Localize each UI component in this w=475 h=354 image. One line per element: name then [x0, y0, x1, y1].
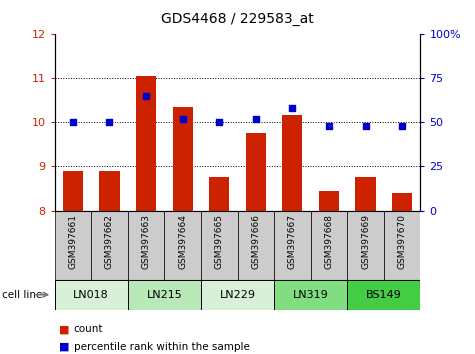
Point — [362, 123, 370, 129]
Point — [142, 93, 150, 98]
Text: GSM397670: GSM397670 — [398, 214, 407, 269]
Bar — [63, 171, 83, 211]
Bar — [128, 211, 164, 280]
Text: GDS4468 / 229583_at: GDS4468 / 229583_at — [161, 12, 314, 27]
Bar — [128, 280, 201, 310]
Text: LN018: LN018 — [73, 290, 109, 300]
Text: GSM397666: GSM397666 — [251, 214, 260, 269]
Text: GSM397667: GSM397667 — [288, 214, 297, 269]
Text: GSM397661: GSM397661 — [68, 214, 77, 269]
Bar — [347, 211, 384, 280]
Bar — [201, 211, 238, 280]
Bar — [172, 107, 193, 211]
Text: GSM397669: GSM397669 — [361, 214, 370, 269]
Point — [325, 123, 332, 129]
Point — [216, 119, 223, 125]
Text: cell line: cell line — [2, 290, 43, 300]
Bar — [347, 280, 420, 310]
Bar — [392, 193, 412, 211]
Text: BS149: BS149 — [366, 290, 402, 300]
Bar — [311, 211, 347, 280]
Text: GSM397668: GSM397668 — [324, 214, 333, 269]
Text: percentile rank within the sample: percentile rank within the sample — [74, 342, 249, 352]
Bar — [136, 76, 156, 211]
Point — [69, 119, 77, 125]
Bar — [384, 211, 420, 280]
Bar — [238, 211, 274, 280]
Point — [105, 119, 113, 125]
Point — [252, 116, 259, 121]
Bar — [274, 211, 311, 280]
Text: GSM397664: GSM397664 — [178, 214, 187, 269]
Bar — [91, 211, 128, 280]
Text: LN319: LN319 — [293, 290, 329, 300]
Bar — [282, 115, 303, 211]
Text: GSM397662: GSM397662 — [105, 214, 114, 269]
Bar — [355, 177, 376, 211]
Bar — [201, 280, 274, 310]
Bar — [274, 280, 347, 310]
Point — [289, 105, 296, 111]
Text: GSM397663: GSM397663 — [142, 214, 151, 269]
Bar — [55, 280, 128, 310]
Text: LN229: LN229 — [219, 290, 256, 300]
Text: count: count — [74, 324, 103, 334]
Bar — [55, 211, 91, 280]
Point — [179, 116, 186, 121]
Point — [398, 123, 406, 129]
Text: ■: ■ — [59, 324, 70, 334]
Text: LN215: LN215 — [146, 290, 182, 300]
Bar — [209, 177, 229, 211]
Text: GSM397665: GSM397665 — [215, 214, 224, 269]
Bar — [246, 133, 266, 211]
Bar — [99, 171, 120, 211]
Text: ■: ■ — [59, 342, 70, 352]
Bar — [164, 211, 201, 280]
Bar — [319, 191, 339, 211]
